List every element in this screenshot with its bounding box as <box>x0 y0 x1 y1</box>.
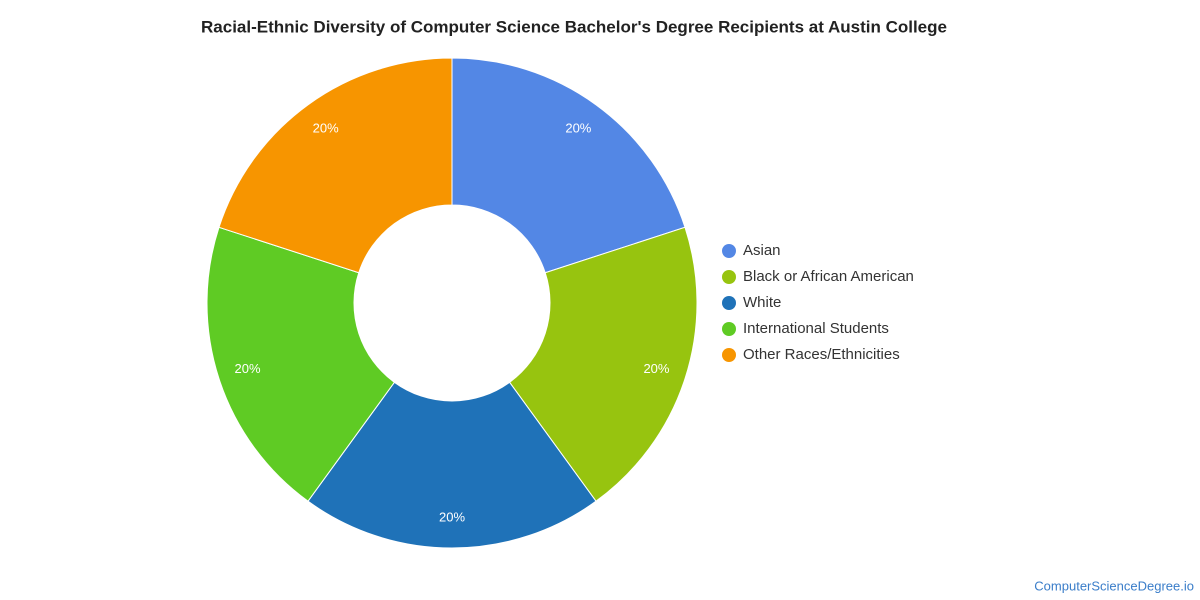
slice <box>206 226 396 502</box>
legend-label: Black or African American <box>743 268 914 285</box>
value-label: 20% <box>643 361 669 376</box>
value-label: 20% <box>565 120 591 135</box>
slice <box>508 226 698 502</box>
legend-marker <box>722 244 736 258</box>
slice <box>218 57 453 274</box>
source-credit[interactable]: ComputerScienceDegree.io <box>1034 578 1194 593</box>
legend-label: Asian <box>743 242 781 259</box>
value-label: 20% <box>439 509 465 524</box>
legend-label: Other Races/Ethnicities <box>743 346 900 363</box>
slice <box>451 57 686 274</box>
legend-label: International Students <box>743 320 889 337</box>
legend-marker <box>722 322 736 336</box>
value-label: 20% <box>313 120 339 135</box>
chart-title: Racial-Ethnic Diversity of Computer Scie… <box>201 17 947 36</box>
slice <box>307 381 597 549</box>
legend-label: White <box>743 294 781 311</box>
legend-marker <box>722 348 736 362</box>
value-label: 20% <box>235 361 261 376</box>
legend-marker <box>722 270 736 284</box>
legend-marker <box>722 296 736 310</box>
